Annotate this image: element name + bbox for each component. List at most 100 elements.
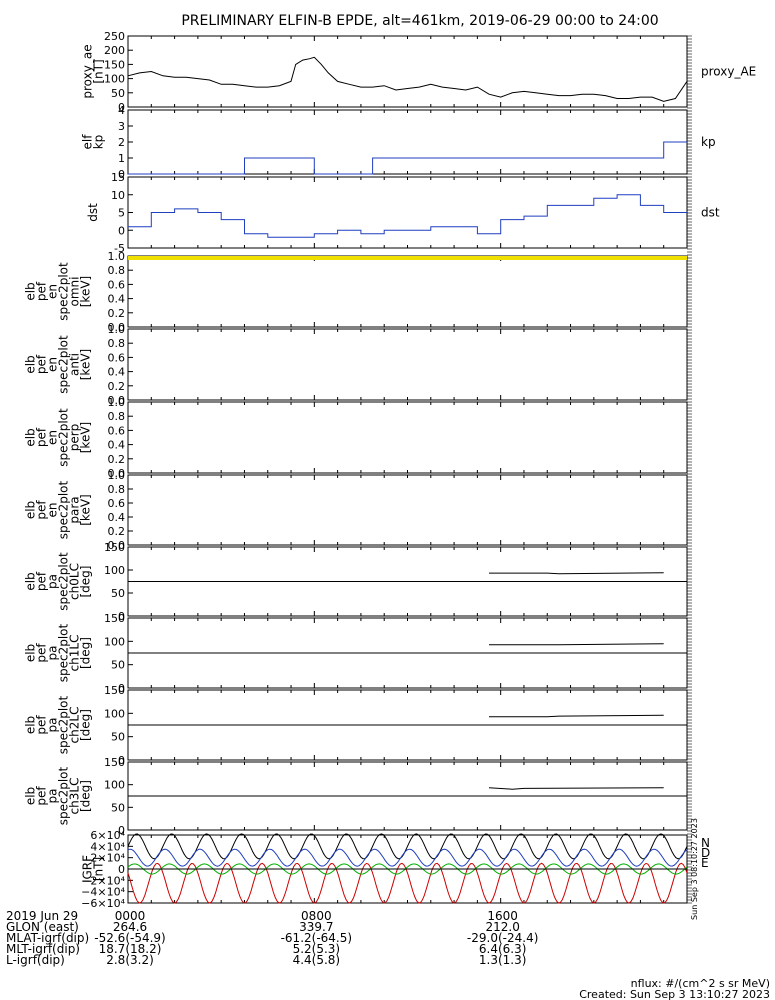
y-tick-label: 0.4	[108, 366, 126, 379]
y-tick-label: 0.8	[108, 264, 126, 277]
orbit-row-value: 0000	[115, 909, 146, 923]
y-tick-label: 6×10⁴	[90, 829, 125, 842]
y-tick-label: 1.0	[108, 323, 126, 336]
y-tick-label: 0	[118, 168, 125, 181]
y-tick-label: 0.8	[108, 337, 126, 350]
axis-label-omni: pef	[35, 281, 49, 301]
y-tick-label: 1	[118, 152, 125, 165]
panel-frame	[127, 328, 688, 401]
axis-label-ch2LC: spec2plot	[57, 695, 71, 754]
legend-igrf-E: E	[701, 856, 709, 870]
y-tick-label: 0.8	[108, 410, 126, 423]
y-tick-label: 0.6	[108, 497, 126, 510]
y-tick-label: -5	[114, 242, 125, 255]
y-tick-label: 1.0	[108, 469, 126, 482]
y-tick-label: 0.0	[108, 321, 126, 334]
y-tick-label: −2×10⁴	[81, 874, 125, 887]
y-tick-label: 10	[111, 189, 125, 202]
axis-label-ch0LC: pef	[35, 571, 49, 591]
orbit-row-label: MLT-igrf(dip)	[6, 942, 80, 956]
y-tick-label: 150	[104, 756, 125, 769]
right-edge-ticks	[687, 35, 692, 904]
y-tick-label: 0.4	[108, 511, 126, 524]
y-tick-label: 1.0	[108, 250, 126, 263]
axis-label-para: spec2plot	[57, 480, 71, 539]
axis-label-ch1LC: spec2plot	[57, 623, 71, 682]
y-tick-label: 0.0	[108, 467, 126, 480]
axis-label-ch2LC: [deg]	[79, 709, 93, 741]
axis-label-proxy_ae: [nT]	[92, 59, 106, 83]
series-dst	[128, 194, 687, 238]
panel-omni: 1.00.80.60.40.20.0elbpefenspec2plotomni[…	[24, 250, 688, 334]
axis-label-ch0LC: [deg]	[79, 566, 93, 598]
axis-label-ch1LC: elb	[24, 644, 38, 662]
axis-label-ch0LC: ch0LC	[68, 563, 82, 600]
panel-frame	[127, 255, 688, 328]
axis-label-perp: elb	[24, 428, 38, 446]
axis-label-ch2LC: pef	[35, 715, 49, 735]
y-tick-label: 0	[118, 682, 125, 695]
orbit-row-value: 1600	[487, 909, 518, 923]
orbit-row-value: 1.3(1.3)	[479, 953, 527, 967]
axis-label-omni: [keV]	[79, 276, 93, 307]
y-tick-label: 150	[104, 58, 125, 71]
panel-frame	[127, 35, 688, 108]
y-tick-label: 0.8	[108, 483, 126, 496]
y-tick-label: 100	[104, 707, 125, 720]
series-kp	[128, 141, 687, 175]
axis-label-para: en	[46, 503, 60, 518]
axis-label-para: [keV]	[79, 494, 93, 525]
y-tick-label: 0.4	[108, 293, 126, 306]
orbit-row-value: 2.8(3.2)	[106, 953, 154, 967]
y-tick-label: 50	[111, 801, 125, 814]
axis-label-ch3LC: [deg]	[79, 780, 93, 812]
axis-label-ch2LC: elb	[24, 716, 38, 734]
orbit-row-value: 264.6	[113, 920, 147, 934]
y-tick-label: 150	[104, 541, 125, 554]
legend-igrf-D: D	[701, 846, 710, 860]
series-ch0LC	[489, 572, 664, 575]
axis-label-anti: pef	[35, 354, 49, 374]
axis-label-para: elb	[24, 501, 38, 519]
axis-label-ch0LC: elb	[24, 572, 38, 590]
panel-anti: 1.00.80.60.40.20.0elbpefenspec2plotanti[…	[24, 323, 688, 407]
panel-perp: 1.00.80.60.40.20.0elbpefenspec2plotperp[…	[24, 396, 688, 480]
axis-label-omni: elb	[24, 282, 38, 300]
y-tick-label: 0	[118, 863, 125, 876]
axis-label-anti: spec2plot	[57, 335, 71, 394]
y-tick-label: 2	[118, 136, 125, 149]
legend-kp: kp	[701, 135, 716, 149]
axis-label-para: pef	[35, 500, 49, 520]
y-tick-label: 50	[111, 87, 125, 100]
y-tick-label: 0	[118, 754, 125, 767]
orbit-row-value: -52.6(-54.9)	[94, 931, 165, 945]
y-tick-label: 150	[104, 684, 125, 697]
axis-label-igrf: IGRF	[81, 855, 95, 883]
axis-label-perp: spec2plot	[57, 408, 71, 467]
axis-label-omni: en	[46, 284, 60, 299]
y-tick-label: 100	[104, 779, 125, 792]
panel-dst: 15 10 5 0 -5 dst dst	[86, 171, 720, 255]
orbit-row-value: 6.4(6.3)	[479, 942, 527, 956]
y-tick-label: 0.6	[108, 351, 126, 364]
axis-label-ch1LC: pef	[35, 643, 49, 663]
series-ch1LC	[489, 643, 664, 646]
y-tick-label: 50	[111, 587, 125, 600]
axis-label-omni: omni	[68, 277, 82, 307]
orbit-row-value: 0800	[301, 909, 332, 923]
axis-label-ch2LC: pa	[46, 718, 60, 733]
y-tick-label: 4×10⁴	[90, 840, 125, 853]
y-tick-label: 0.6	[108, 278, 126, 291]
axis-label-proxy_ae: proxy_ae	[81, 44, 95, 98]
created-timestamp: Created: Sun Sep 3 13:10:27 2023	[579, 988, 770, 1000]
y-tick-label: 0.2	[108, 307, 126, 320]
y-tick-label: 5	[118, 207, 125, 220]
y-tick-label: 0.0	[108, 394, 126, 407]
